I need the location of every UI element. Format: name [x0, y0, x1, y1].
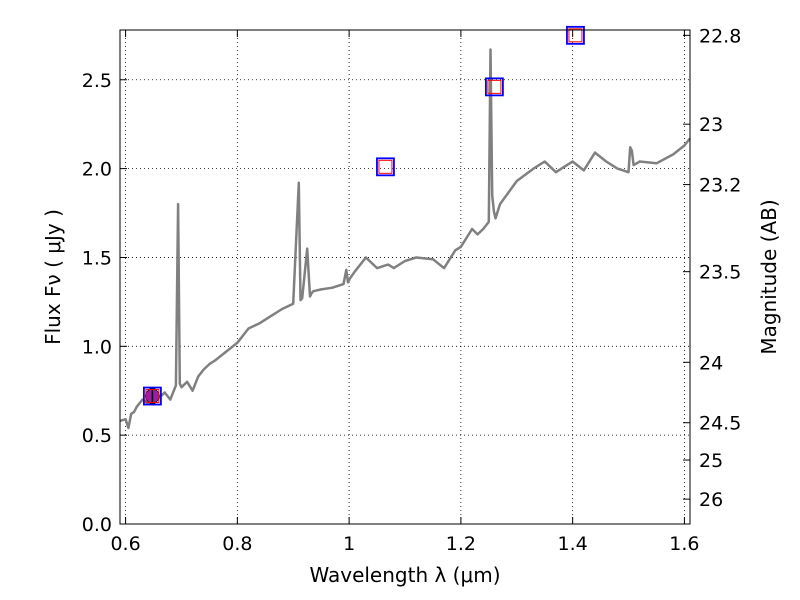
y-tick-label: 1.5 [82, 247, 112, 269]
plot-frame [119, 29, 691, 525]
y-tick-label: 0.0 [82, 514, 112, 536]
photometry-layer [143, 25, 585, 406]
y-tick-label: 2.5 [82, 70, 112, 92]
mag-tick-label: 24.5 [699, 413, 741, 435]
spectrum-line [119, 48, 691, 430]
grid [120, 30, 690, 525]
mag-tick-label: 23.2 [699, 175, 741, 197]
mag-tick-label: 25 [699, 450, 723, 472]
observed-marker [378, 159, 393, 174]
x-tick-label: 1.6 [669, 533, 699, 555]
x-tick-label: 1.2 [446, 533, 476, 555]
mag-tick-label: 23 [699, 114, 723, 136]
model-marker [376, 157, 395, 177]
mag-tick-label: 22.8 [699, 25, 741, 47]
mag-tick-label: 26 [699, 489, 723, 511]
observed-marker [487, 79, 502, 94]
y-axis-label: Flux Fν ( μJy ) [41, 209, 65, 345]
y-tick-label: 2.0 [82, 159, 112, 181]
y-tick-label: 0.5 [82, 425, 112, 447]
mag-tick-label: 24 [699, 352, 723, 374]
x-axis-label: Wavelength λ (μm) [309, 563, 500, 587]
observed-marker [568, 28, 583, 43]
ticks-layer: 0.6 0.8 1 1.2 1.4 1.6 0.0 0.5 1.0 1.5 2.0 2.5 22.8 23… [82, 25, 742, 555]
x-tick-label: 0.8 [222, 533, 252, 555]
model-marker [143, 386, 162, 406]
x-tick-label: 0.6 [110, 533, 140, 555]
x-tick-label: 1 [343, 533, 355, 555]
observed-marker [145, 389, 160, 404]
x-tick-label: 1.4 [558, 533, 588, 555]
series-layer [119, 48, 691, 430]
y-tick-label: 1.0 [82, 336, 112, 358]
mag-tick-label: 23.5 [699, 262, 741, 284]
model-marker [566, 25, 585, 45]
model-marker [485, 77, 504, 97]
y-axis-right-label: Magnitude (AB) [757, 199, 781, 354]
